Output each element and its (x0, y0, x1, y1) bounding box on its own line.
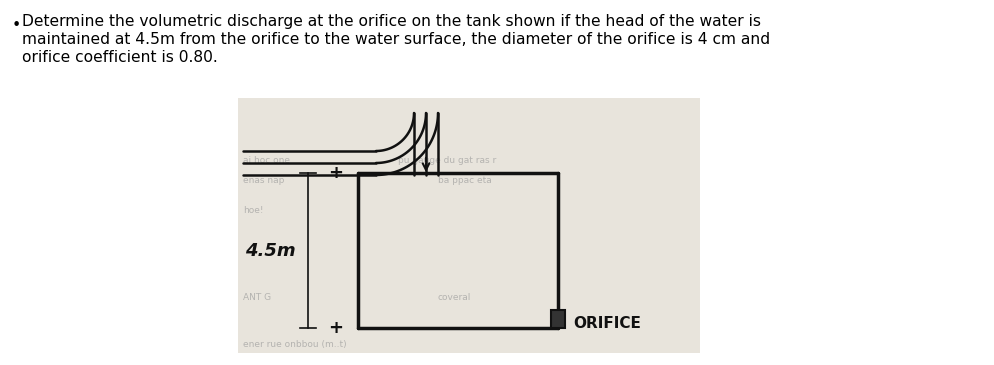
Text: enas nap: enas nap (243, 176, 284, 185)
Text: 4.5m: 4.5m (246, 242, 296, 260)
Text: hoe!: hoe! (243, 206, 263, 215)
Text: orifice coefficient is 0.80.: orifice coefficient is 0.80. (22, 50, 218, 65)
Bar (551, 310, 565, 328)
Text: +: + (328, 319, 344, 337)
Text: pu gauge du gat ras r: pu gauge du gat ras r (398, 156, 496, 165)
Text: coveral: coveral (438, 293, 471, 302)
Text: ba ppac eta: ba ppac eta (438, 176, 492, 185)
Text: ORIFICE: ORIFICE (573, 316, 641, 331)
Text: ai hoc one: ai hoc one (243, 156, 290, 165)
Text: Determine the volumetric discharge at the orifice on the tank shown if the head : Determine the volumetric discharge at th… (22, 14, 761, 29)
Text: •: • (12, 18, 21, 33)
Bar (238, 98, 700, 353)
Text: ANT G: ANT G (243, 293, 271, 302)
Text: +: + (328, 164, 344, 182)
Text: maintained at 4.5m from the orifice to the water surface, the diameter of the or: maintained at 4.5m from the orifice to t… (22, 32, 770, 47)
Text: ener rue onbbou (m..t): ener rue onbbou (m..t) (243, 340, 347, 349)
